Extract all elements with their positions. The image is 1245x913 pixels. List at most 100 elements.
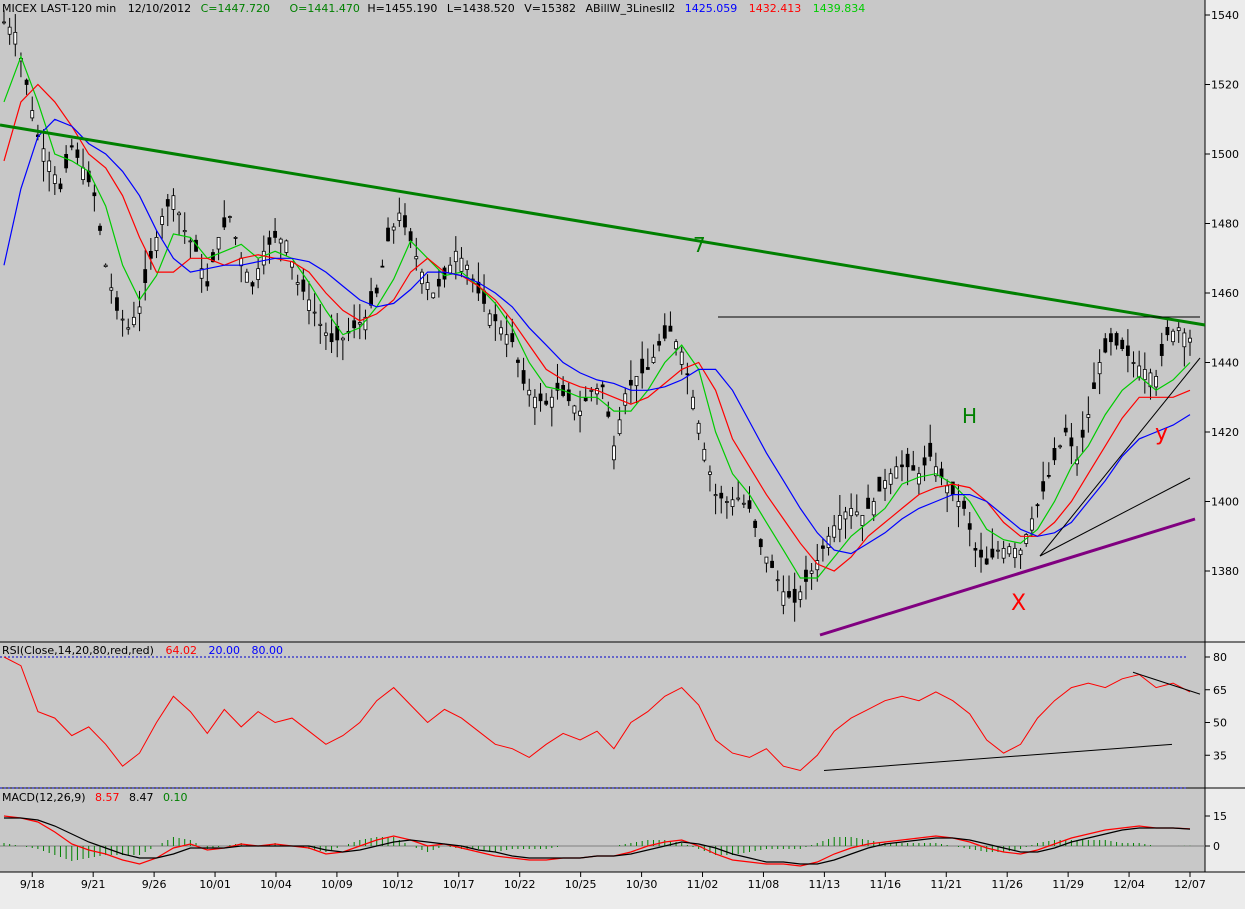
candle-body [719,492,724,499]
candle-body [962,500,966,509]
candle-body [1086,414,1091,418]
date-tick-label: 10/04 [260,878,292,891]
candle-body [228,216,232,218]
candle-body [1052,448,1057,461]
candle-body [154,236,159,252]
date-tick-label: 11/21 [930,878,962,891]
candle-body [261,250,266,266]
candle-body [137,306,142,314]
candle-body [696,422,701,434]
candle-body [171,195,176,210]
header-symbol: MICEX LAST-120 min [2,2,116,15]
candle-body [352,320,357,329]
candle-body [324,332,328,336]
candle-body [990,548,995,558]
candle-body [1069,437,1074,447]
date-tick-label: 11/02 [687,878,719,891]
candle-body [64,153,69,169]
candle-body [679,351,684,365]
candle-body [1137,365,1142,378]
candle-body [41,148,46,162]
candle-body [81,167,85,180]
candle-body [459,257,464,272]
candle-body [448,264,453,274]
price-tick-label: 1500 [1211,148,1239,161]
trendline-black-1 [1039,477,1191,557]
date-tick-label: 10/01 [199,878,231,891]
wave-label-h: H [962,404,977,428]
candle-body [1063,427,1068,433]
candle-body [403,215,407,228]
time-axis [0,872,1205,909]
candle-body [544,400,549,405]
candle-body [645,367,650,370]
candle-body [143,269,148,283]
candle-body [854,511,859,516]
date-tick-label: 12/07 [1174,878,1206,891]
candle-body [205,281,210,287]
moving-average-line [3,118,1191,555]
candle-body [318,323,323,326]
candle-body [521,370,526,384]
candle-body [1125,345,1130,356]
candle-body [52,174,57,184]
candle-body [397,212,402,221]
candle-body [572,405,577,414]
candle-body [662,325,667,339]
candle-body [730,499,735,507]
candle-body [1165,326,1170,336]
candle-body [691,396,695,410]
candle-body [668,325,673,332]
candle-body [651,356,656,363]
rsi-low: 20.00 [208,644,240,657]
candle-body [13,31,18,45]
date-tick-label: 11/29 [1052,878,1084,891]
wave-label-x: X [1011,591,1026,616]
candle-body [493,314,498,322]
candle-body [956,501,961,508]
candle-body [442,267,447,280]
grid [0,656,1205,847]
candle-body [267,237,272,245]
candle-body [758,539,763,548]
candle-body [126,327,131,330]
price-tick-label: 1540 [1211,9,1239,22]
candle-body [894,466,899,479]
rsi-name: RSI(Close,14,20,80,red,red) [2,644,154,657]
header-high: H=1455.190 [367,2,437,15]
candle-body [933,466,938,477]
rsi-trendline-up [823,743,1173,772]
rsi-tick-label: 65 [1213,684,1227,697]
candle-body [250,282,255,287]
candle-body [775,579,780,582]
candle-body [798,591,803,600]
header-date: 12/10/2012 [128,2,191,15]
candle-body [917,473,921,485]
date-tick-label: 10/30 [626,878,658,891]
candle-body [92,192,97,197]
candle-body [465,264,470,270]
candle-body [256,268,261,280]
candle-body [1159,343,1164,356]
candle-body [911,465,916,471]
candle-body [849,508,854,517]
candle-body [504,334,509,345]
candle-body [391,226,396,231]
rsi-panel [0,642,1205,788]
candle-body [98,225,102,231]
date-tick-label: 9/21 [81,878,106,891]
candle-body [408,231,413,242]
rsi-trendline-down [1132,671,1201,695]
candle-body [182,230,187,233]
candle-body [453,250,458,263]
candle-body [1058,445,1063,448]
candle-body [1092,382,1096,389]
candle-body [973,548,978,551]
candle-body [809,570,814,574]
candle-body [1154,375,1159,388]
candle-body [640,358,645,374]
candle-body [357,322,362,325]
candle-body [1041,481,1046,492]
candle-body [216,236,221,250]
